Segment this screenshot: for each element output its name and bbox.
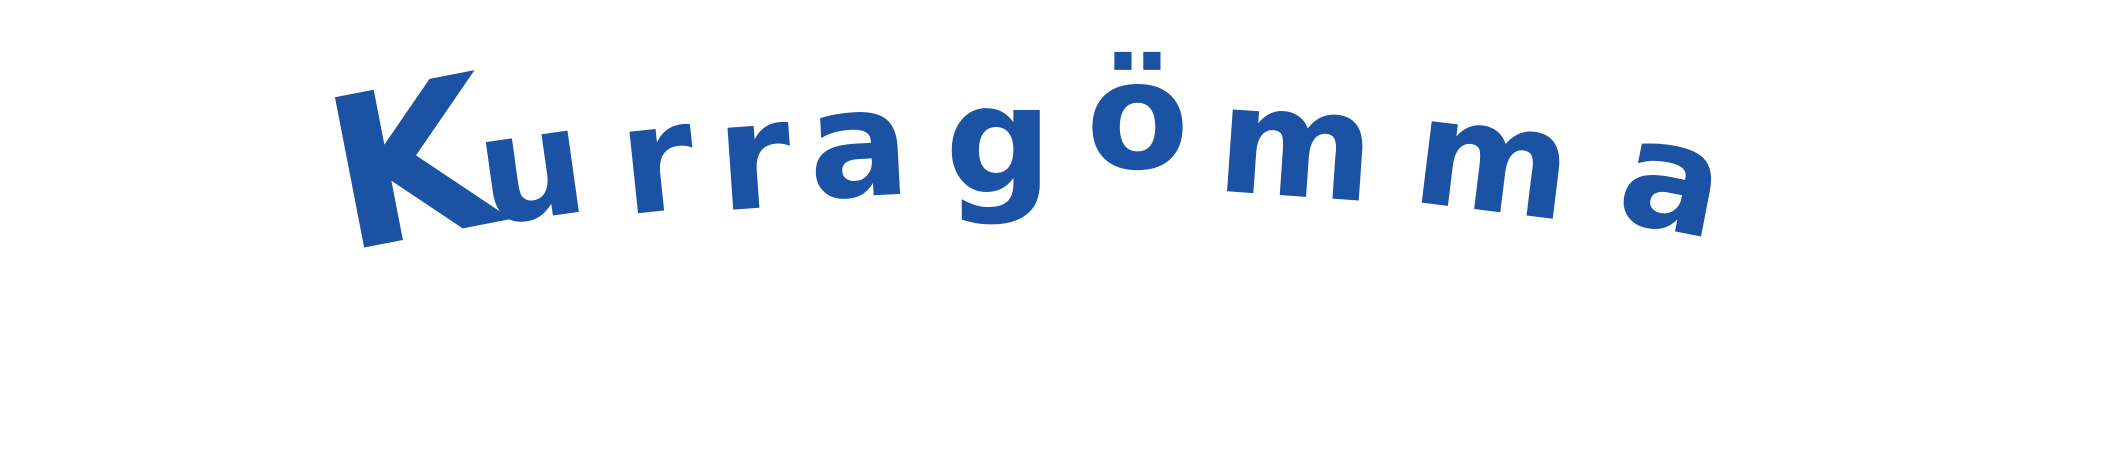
wordmark-letter-o-umlaut: ö [1086, 30, 1190, 204]
wordmark-letter-a-2: a [1606, 83, 1739, 275]
wordmark-letter-m-1: m [1212, 52, 1381, 238]
wordmark-letter-r-2: r [711, 67, 797, 247]
wordmark-letter-g: g [945, 54, 1053, 228]
wordmark-letter-m-2: m [1404, 64, 1582, 256]
wordmark-letter-u: u [466, 73, 597, 261]
wordmark-letter-a-1: a [803, 55, 914, 235]
wordmark-letter-r-1: r [611, 69, 703, 251]
